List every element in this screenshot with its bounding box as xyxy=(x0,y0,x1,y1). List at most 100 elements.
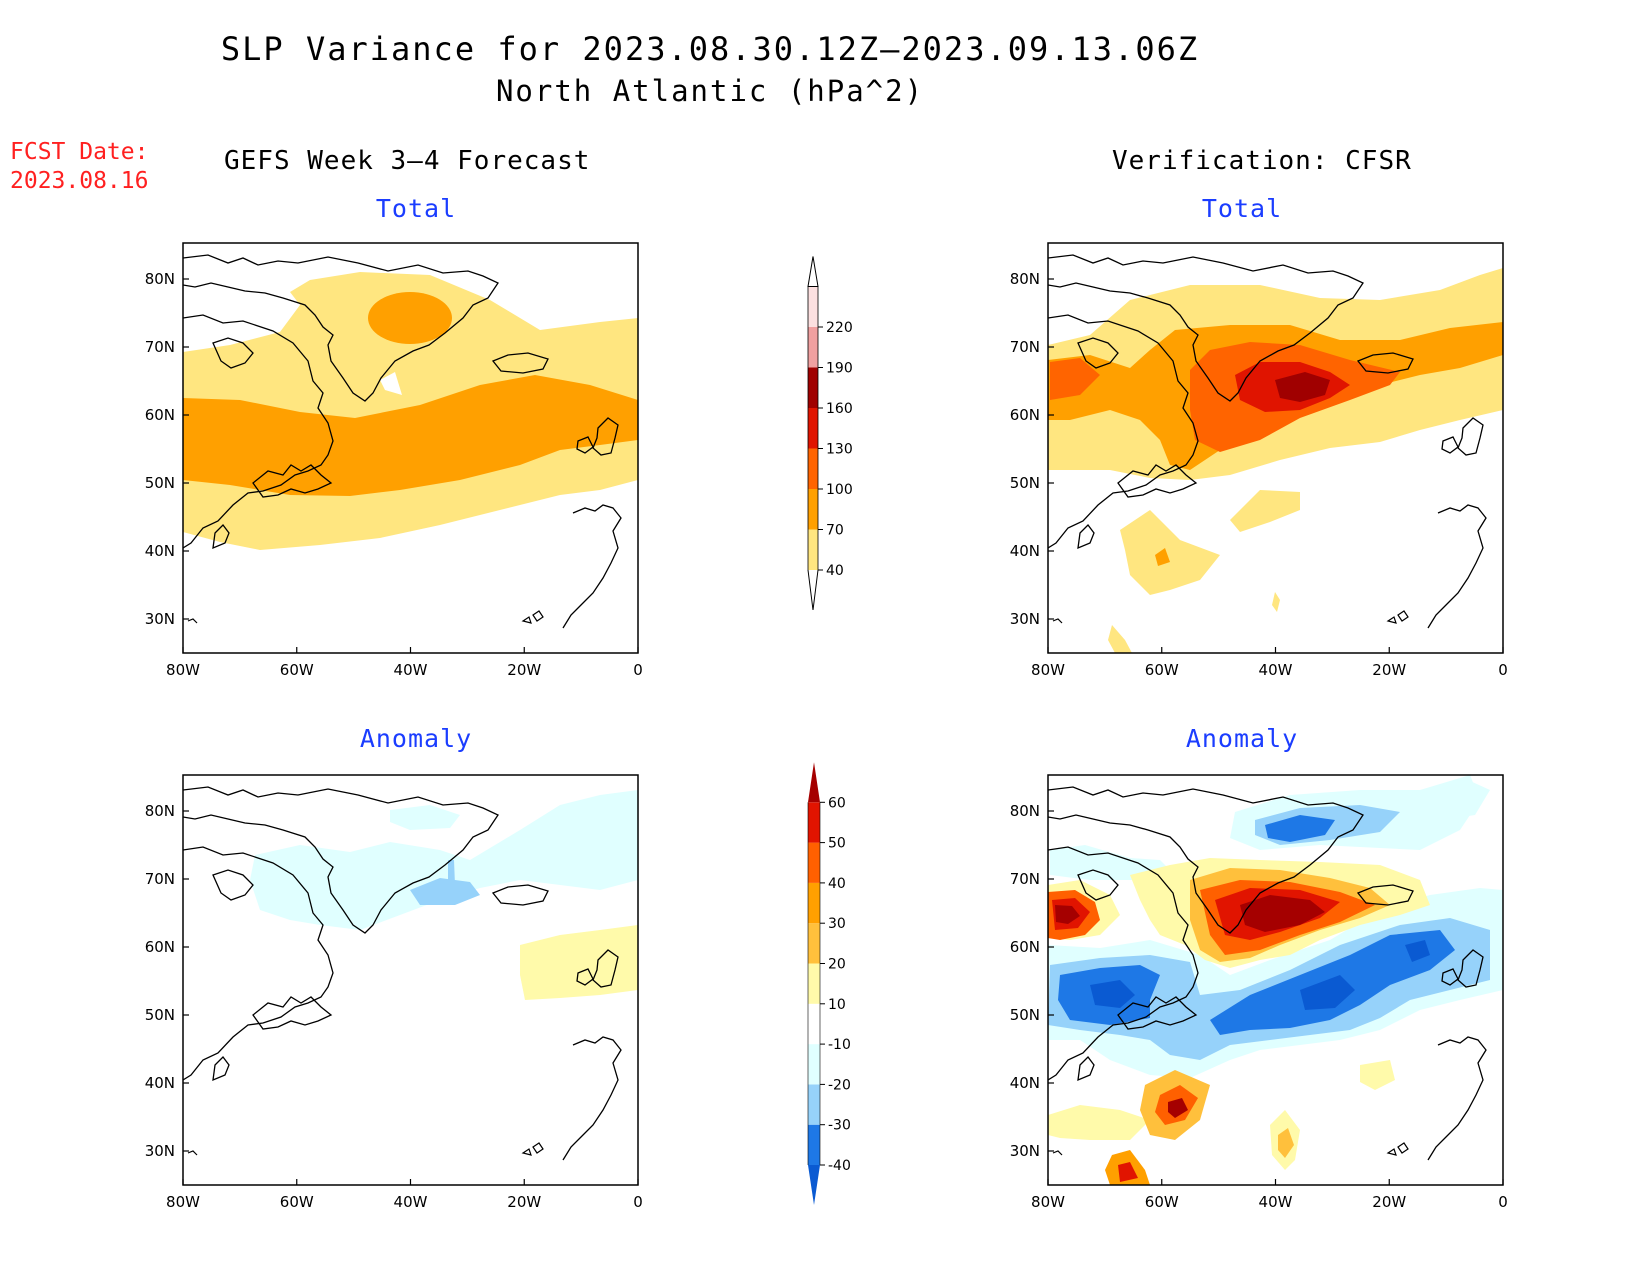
lat-tick-label: 30N xyxy=(1010,1142,1040,1160)
colorbar-total-label: 190 xyxy=(826,361,853,377)
colorbar-anomaly-swatch xyxy=(808,1003,820,1045)
colorbar-anomaly-swatch xyxy=(808,1044,820,1085)
colorbar-anomaly-label: -20 xyxy=(828,1077,851,1093)
colorbar-total-swatch xyxy=(808,367,818,408)
lat-tick-label: 60N xyxy=(1010,938,1040,956)
lon-tick-label: 60W xyxy=(280,1193,314,1211)
colorbar-total-swatch xyxy=(808,408,818,449)
colorbar-total-label: 70 xyxy=(826,523,844,539)
lon-tick-label: 60W xyxy=(280,661,314,679)
lon-tick-label: 40W xyxy=(1259,661,1293,679)
map-verification-total xyxy=(1047,242,1504,654)
lon-tick-label: 80W xyxy=(1031,661,1065,679)
colorbar-total-label: 160 xyxy=(826,401,853,417)
colorbar-total: 40 70 100 130 160 190 220 xyxy=(807,256,853,611)
colorbar-anomaly-label: 10 xyxy=(828,997,846,1013)
colorbar-anomaly-label: -40 xyxy=(828,1158,851,1174)
forecast-date-label: FCST Date: xyxy=(10,139,149,165)
lat-tick-label: 70N xyxy=(1010,870,1040,888)
lat-tick-label: 70N xyxy=(145,338,175,356)
map-forecast-total xyxy=(182,242,639,654)
lat-tick-label: 30N xyxy=(145,610,175,628)
lat-tick-label: 50N xyxy=(1010,1006,1040,1024)
lat-tick-label: 60N xyxy=(145,938,175,956)
lat-tick-label: 70N xyxy=(145,870,175,888)
lon-tick-label: 40W xyxy=(394,1193,428,1211)
lon-tick-label: 80W xyxy=(166,1193,200,1211)
lat-tick-label: 60N xyxy=(145,406,175,424)
lat-tick-label: 30N xyxy=(145,1142,175,1160)
lon-tick-label: 20W xyxy=(1372,661,1406,679)
colorbar-anomaly-swatch xyxy=(808,842,820,883)
lat-tick-label: 40N xyxy=(145,1074,175,1092)
left-column-title: GEFS Week 3–4 Forecast xyxy=(224,146,591,176)
colorbar-anomaly-swatch xyxy=(808,1124,820,1165)
axes-layer: 80N 70N 60N 50N 40N 30N 80W 60W 40W 20W 0 80N 70N 60N… xyxy=(145,270,1508,1211)
colorbar-anomaly-label: 30 xyxy=(828,916,846,932)
lat-tick-label: 30N xyxy=(1010,610,1040,628)
lon-tick-label: 20W xyxy=(507,661,541,679)
colorbar-anomaly-label: 60 xyxy=(828,795,846,811)
lon-tick-label: 0 xyxy=(1498,1193,1508,1211)
lat-tick-label: 60N xyxy=(1010,406,1040,424)
colorbar-total-label: 220 xyxy=(826,320,853,336)
map-forecast-anomaly xyxy=(182,774,639,1186)
colorbar-total-swatch xyxy=(808,489,818,530)
lat-tick-label: 50N xyxy=(145,474,175,492)
map-verification-anomaly xyxy=(1047,774,1504,1186)
lon-tick-label: 80W xyxy=(1031,1193,1065,1211)
lat-tick-label: 70N xyxy=(1010,338,1040,356)
colorbar-total-swatch xyxy=(808,448,818,489)
lat-tick-label: 50N xyxy=(1010,474,1040,492)
panel-heading-verification-anomaly: Anomaly xyxy=(1185,724,1299,753)
panel-heading-forecast-total: Total xyxy=(375,194,457,223)
panel-heading-forecast-anomaly: Anomaly xyxy=(359,724,473,753)
colorbar-anomaly-bottom-arrow xyxy=(808,1165,820,1205)
colorbar-anomaly-swatch xyxy=(808,1084,820,1125)
colorbar-anomaly-label: 50 xyxy=(828,836,846,852)
colorbar-total-label: 130 xyxy=(826,442,853,458)
forecast-date-block: FCST Date: 2023.08.16 xyxy=(10,138,148,196)
colorbar-anomaly-swatch xyxy=(808,802,820,843)
lon-tick-label: 20W xyxy=(507,1193,541,1211)
colorbar-anomaly-label: 20 xyxy=(828,957,846,973)
lon-tick-label: 60W xyxy=(1145,1193,1179,1211)
lon-tick-label: 80W xyxy=(166,661,200,679)
colorbar-anomaly-swatch xyxy=(808,963,820,1004)
lat-tick-label: 40N xyxy=(1010,542,1040,560)
colorbar-anomaly-swatch xyxy=(808,882,820,924)
right-column-title: Verification: CFSR xyxy=(1112,146,1412,176)
colorbar-total-label: 100 xyxy=(826,482,853,498)
colorbar-total-swatch xyxy=(808,327,818,368)
lon-tick-label: 0 xyxy=(1498,661,1508,679)
figure-title: SLP Variance for 2023.08.30.12Z–2023.09.… xyxy=(220,30,1200,68)
colorbar-anomaly-label: 40 xyxy=(828,876,846,892)
lon-tick-label: 20W xyxy=(1372,1193,1406,1211)
figure-subtitle: North Atlantic (hPa^2) xyxy=(495,74,925,108)
colorbar-total-top-arrow xyxy=(807,256,819,287)
lat-tick-label: 80N xyxy=(1010,270,1040,288)
lon-tick-label: 40W xyxy=(394,661,428,679)
lon-tick-label: 40W xyxy=(1259,1193,1293,1211)
colorbar-anomaly-swatch xyxy=(808,923,820,964)
lat-tick-label: 40N xyxy=(1010,1074,1040,1092)
colorbar-total-swatch xyxy=(808,286,818,327)
lon-tick-label: 60W xyxy=(1145,661,1179,679)
colorbar-anomaly: -40 -30 -20 -10 10 20 30 40 50 60 xyxy=(807,762,851,1205)
lat-tick-label: 40N xyxy=(145,542,175,560)
colorbar-anomaly-top-arrow xyxy=(808,762,820,803)
lat-tick-label: 80N xyxy=(145,270,175,288)
panel-heading-verification-total: Total xyxy=(1201,194,1283,223)
lat-tick-label: 80N xyxy=(1010,802,1040,820)
colorbar-total-bottom-arrow xyxy=(807,569,819,611)
lat-tick-label: 80N xyxy=(145,802,175,820)
colorbar-total-swatch xyxy=(808,529,818,570)
lon-tick-label: 0 xyxy=(633,1193,643,1211)
colorbar-total-label: 40 xyxy=(826,563,844,579)
colorbar-anomaly-label: -30 xyxy=(828,1118,851,1134)
lon-tick-label: 0 xyxy=(633,661,643,679)
lat-tick-label: 50N xyxy=(145,1006,175,1024)
forecast-date-value: 2023.08.16 xyxy=(10,168,149,194)
colorbar-anomaly-label: -10 xyxy=(828,1037,851,1053)
